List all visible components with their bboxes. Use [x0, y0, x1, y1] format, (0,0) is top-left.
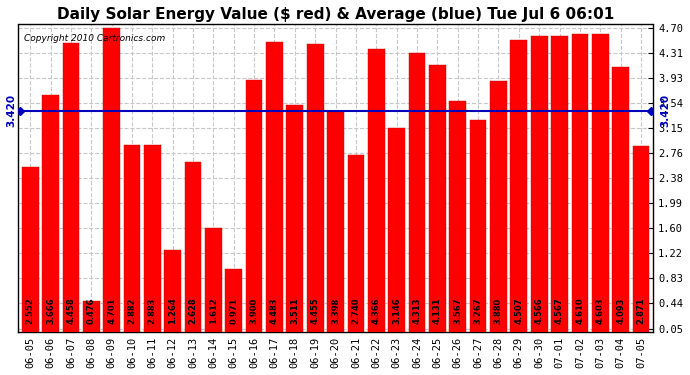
Bar [571, 33, 589, 332]
Bar [327, 112, 344, 332]
Text: 2.882: 2.882 [128, 298, 137, 324]
Text: 4.131: 4.131 [433, 297, 442, 324]
Bar [246, 80, 262, 332]
Text: 4.567: 4.567 [555, 297, 564, 324]
Bar [42, 94, 59, 332]
Text: 3.880: 3.880 [494, 298, 503, 324]
Bar [429, 64, 446, 332]
Bar [22, 167, 39, 332]
Bar [83, 301, 99, 332]
Text: 3.398: 3.398 [331, 298, 340, 324]
Text: 3.511: 3.511 [290, 297, 299, 324]
Bar [408, 53, 425, 332]
Text: 2.883: 2.883 [148, 298, 157, 324]
Text: 1.264: 1.264 [168, 297, 177, 324]
Text: Copyright 2010 Cartronics.com: Copyright 2010 Cartronics.com [24, 34, 166, 43]
Text: 0.971: 0.971 [229, 298, 238, 324]
Bar [185, 162, 201, 332]
Text: 4.093: 4.093 [616, 298, 625, 324]
Text: 4.483: 4.483 [270, 298, 279, 324]
Text: 4.313: 4.313 [413, 298, 422, 324]
Text: 4.701: 4.701 [107, 298, 116, 324]
Text: 3.666: 3.666 [46, 297, 55, 324]
Text: 3.900: 3.900 [250, 298, 259, 324]
Text: 3.567: 3.567 [453, 298, 462, 324]
Bar [164, 250, 181, 332]
Bar [388, 128, 405, 332]
Bar [226, 269, 242, 332]
Text: 0.476: 0.476 [87, 298, 96, 324]
Bar [551, 36, 568, 332]
Bar [511, 40, 527, 332]
Bar [63, 44, 79, 332]
Title: Daily Solar Energy Value ($ red) & Average (blue) Tue Jul 6 06:01: Daily Solar Energy Value ($ red) & Avera… [57, 7, 614, 22]
Bar [490, 81, 506, 332]
Text: 3.146: 3.146 [392, 297, 401, 324]
Text: 4.455: 4.455 [310, 297, 319, 324]
Bar [348, 154, 364, 332]
Text: 3.420: 3.420 [6, 94, 16, 127]
Text: 4.366: 4.366 [372, 297, 381, 324]
Bar [612, 67, 629, 332]
Bar [368, 50, 384, 332]
Bar [307, 44, 324, 332]
Text: 1.612: 1.612 [209, 297, 218, 324]
Text: 4.507: 4.507 [514, 298, 523, 324]
Bar [266, 42, 283, 332]
Text: 4.566: 4.566 [535, 297, 544, 324]
Bar [104, 28, 120, 332]
Bar [449, 101, 466, 332]
Bar [124, 146, 140, 332]
Text: 2.552: 2.552 [26, 297, 34, 324]
Bar [633, 146, 649, 332]
Bar [205, 228, 221, 332]
Text: 2.628: 2.628 [188, 297, 197, 324]
Bar [286, 105, 303, 332]
Text: 4.610: 4.610 [575, 297, 584, 324]
Bar [531, 36, 548, 332]
Text: 4.458: 4.458 [66, 297, 75, 324]
Text: 4.603: 4.603 [595, 298, 604, 324]
Bar [470, 120, 486, 332]
Bar [144, 146, 161, 332]
Text: 3.267: 3.267 [473, 298, 482, 324]
Text: 3.420: 3.420 [660, 94, 670, 127]
Text: 2.740: 2.740 [351, 298, 360, 324]
Bar [592, 34, 609, 332]
Text: 2.871: 2.871 [636, 298, 645, 324]
